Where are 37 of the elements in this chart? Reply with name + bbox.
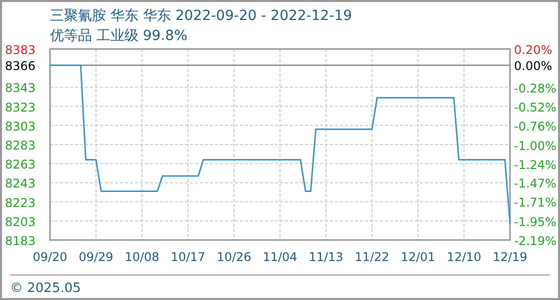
y2-tick-label: -2.19%	[514, 234, 556, 248]
y2-tick-label: -0.52%	[514, 100, 556, 115]
y-tick-label: 8183	[5, 234, 36, 248]
x-tick-label: 12/19	[492, 250, 528, 264]
y-tick-label: 8203	[5, 214, 36, 229]
y2-tick-label: 0.00%	[514, 58, 552, 73]
y-tick-label: 8283	[5, 138, 36, 152]
y-tick-label: 8383	[5, 43, 36, 57]
y2-tick-label: -0.76%	[514, 120, 556, 134]
text: © 2025.05	[10, 281, 81, 296]
x-tick-label: 11/13	[308, 250, 344, 264]
y-tick-label: 8323	[5, 100, 36, 114]
y2-tick-label: -1.95%	[514, 214, 556, 229]
chart-subtitle: 优等品 工业级 99.8%	[50, 28, 188, 44]
x-tick-label: 09/29	[78, 250, 114, 264]
x-tick-label: 12/10	[446, 250, 482, 264]
chart-title: 三聚氰胺 华东 华东 2022-09-20 - 2022-12-19	[50, 8, 352, 24]
y2-tick-label: -1.00%	[514, 138, 556, 153]
x-tick-label: 11/04	[262, 250, 298, 264]
x-tick-label: 10/17	[170, 250, 206, 264]
x-tick-label: 10/26	[216, 250, 252, 264]
y2-tick-label: 0.20%	[514, 43, 552, 57]
y2-tick-label: -1.24%	[514, 158, 556, 172]
y-tick-label: 8366	[5, 59, 36, 74]
x-tick-label: 09/20	[32, 250, 68, 264]
y-tick-label: 8303	[5, 119, 36, 134]
y-tick-label: 8343	[5, 81, 36, 96]
y-tick-label: 8243	[5, 176, 36, 191]
y-tick-label: 8263	[5, 158, 36, 172]
x-tick-label: 10/08	[124, 250, 160, 264]
y2-tick-label: -0.28%	[514, 81, 556, 96]
y-tick-label: 8223	[5, 196, 36, 210]
x-tick-label: 11/22	[354, 250, 390, 264]
line-series	[49, 64, 511, 225]
x-tick-label: 12/01	[400, 250, 436, 264]
y2-tick-label: -1.47%	[514, 176, 556, 190]
y2-tick-label: -1.71%	[514, 196, 556, 210]
